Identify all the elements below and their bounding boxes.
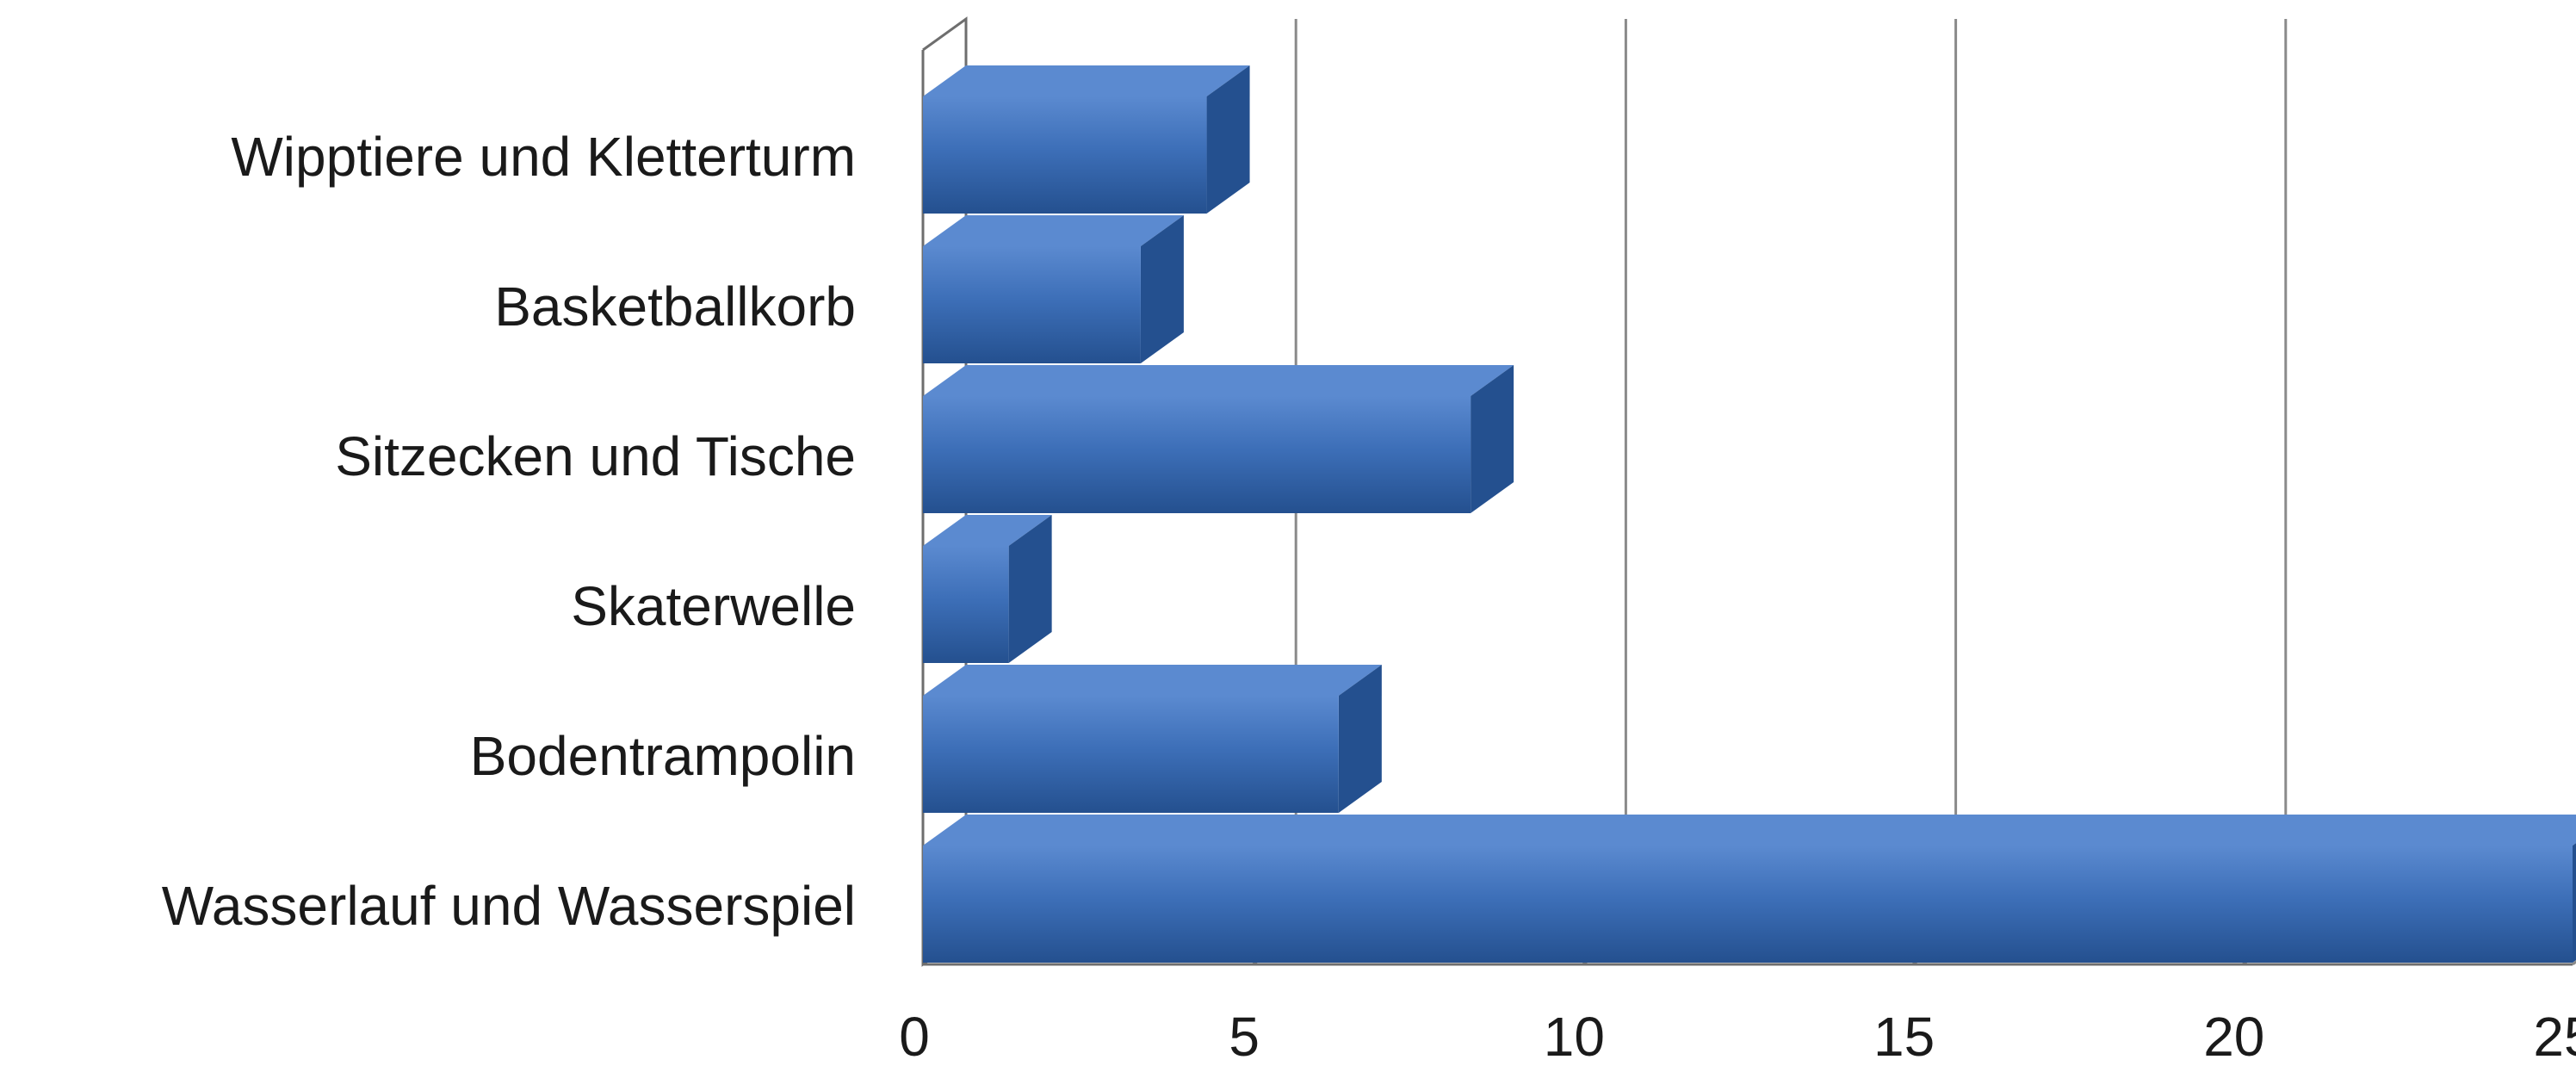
- bar-front-face: [923, 396, 1471, 513]
- bars: [923, 65, 2576, 963]
- bar-2: [923, 215, 1184, 363]
- x-tick-label-2: 10: [1544, 1006, 1605, 1068]
- bar-front-face: [923, 696, 1339, 813]
- bar-6: [923, 815, 2576, 963]
- bar-end-face: [1140, 215, 1184, 363]
- x-tick-label-0: 0: [899, 1006, 930, 1068]
- bar-top-face: [923, 515, 1052, 546]
- bar-end-face: [1008, 515, 1052, 663]
- x-tick-label-1: 5: [1229, 1006, 1260, 1068]
- bar-front-face: [923, 546, 1009, 663]
- category-label-1: Wipptiere und Kletterturm: [231, 126, 856, 188]
- bar-4: [923, 515, 1052, 663]
- category-label-4: Skaterwelle: [571, 575, 856, 637]
- category-label-5: Bodentrampolin: [470, 725, 856, 787]
- category-label-6: Wasserlauf und Wasserspiel: [162, 875, 856, 937]
- x-tick-labels: 0 5 10 15 20 25: [899, 1006, 2576, 1068]
- bar-front-face: [923, 96, 1207, 214]
- bar-end-face: [1206, 65, 1250, 214]
- bar-top-face: [923, 365, 1514, 396]
- bar-top-face: [923, 815, 2576, 846]
- bar-top-face: [923, 65, 1250, 96]
- bar-front-face: [923, 246, 1141, 363]
- category-label-2: Basketballkorb: [494, 276, 856, 338]
- bar-end-face: [2573, 843, 2576, 963]
- bar-1: [923, 65, 1250, 214]
- x-tick-label-5: 25: [2533, 1006, 2576, 1068]
- bar-end-face: [1338, 665, 1382, 813]
- x-tick-label-4: 20: [2203, 1006, 2264, 1068]
- bar-front-face: [923, 846, 2573, 963]
- x-tick-label-3: 15: [1873, 1006, 1935, 1068]
- bar-5: [923, 665, 1382, 813]
- bar-top-face: [923, 665, 1382, 696]
- category-label-3: Sitzecken und Tische: [335, 425, 856, 487]
- category-labels: Wipptiere und Kletterturm Basketballkorb S…: [162, 126, 856, 937]
- bar-top-face: [923, 215, 1184, 246]
- bar-end-face: [1471, 365, 1514, 513]
- bar-3: [923, 365, 1514, 513]
